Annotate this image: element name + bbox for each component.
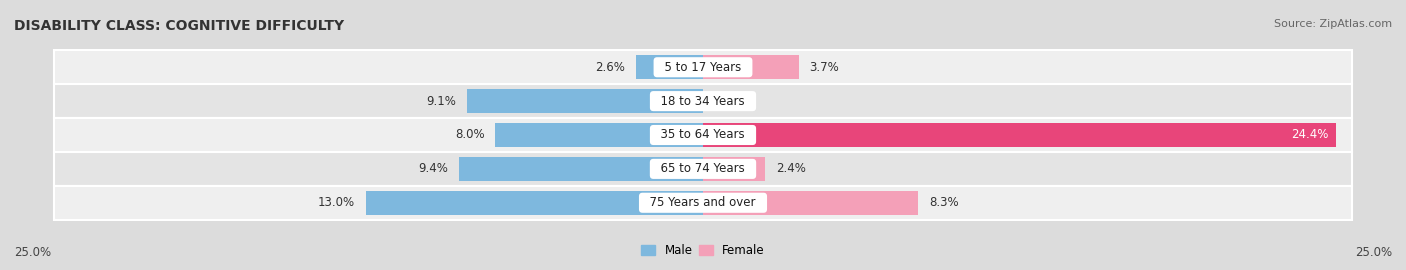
Bar [53,118,1353,152]
Bar [703,55,799,79]
Text: 5 to 17 Years: 5 to 17 Years [657,61,749,74]
Bar [53,186,1353,220]
Bar [703,157,765,181]
Text: 2.4%: 2.4% [776,162,806,176]
Text: 3.7%: 3.7% [810,61,839,74]
Legend: Male, Female: Male, Female [637,239,769,261]
Text: 75 Years and over: 75 Years and over [643,196,763,209]
Bar [703,123,1336,147]
Text: 25.0%: 25.0% [1355,246,1392,259]
Text: 9.1%: 9.1% [426,94,457,108]
Text: 8.3%: 8.3% [929,196,959,209]
Text: 35 to 64 Years: 35 to 64 Years [654,129,752,141]
Bar [703,191,918,215]
Text: 24.4%: 24.4% [1291,129,1329,141]
Bar [458,157,703,181]
Bar [366,191,703,215]
Text: 25.0%: 25.0% [14,246,51,259]
Text: DISABILITY CLASS: COGNITIVE DIFFICULTY: DISABILITY CLASS: COGNITIVE DIFFICULTY [14,19,344,33]
Text: 0.0%: 0.0% [713,94,742,108]
Text: Source: ZipAtlas.com: Source: ZipAtlas.com [1274,19,1392,29]
Text: 2.6%: 2.6% [595,61,626,74]
Text: 18 to 34 Years: 18 to 34 Years [654,94,752,108]
Text: 8.0%: 8.0% [456,129,485,141]
Bar [53,84,1353,118]
Bar [467,89,703,113]
Text: 9.4%: 9.4% [419,162,449,176]
Bar [636,55,703,79]
Text: 65 to 74 Years: 65 to 74 Years [654,162,752,176]
Bar [53,50,1353,84]
Bar [53,152,1353,186]
Text: 13.0%: 13.0% [318,196,356,209]
Bar [495,123,703,147]
